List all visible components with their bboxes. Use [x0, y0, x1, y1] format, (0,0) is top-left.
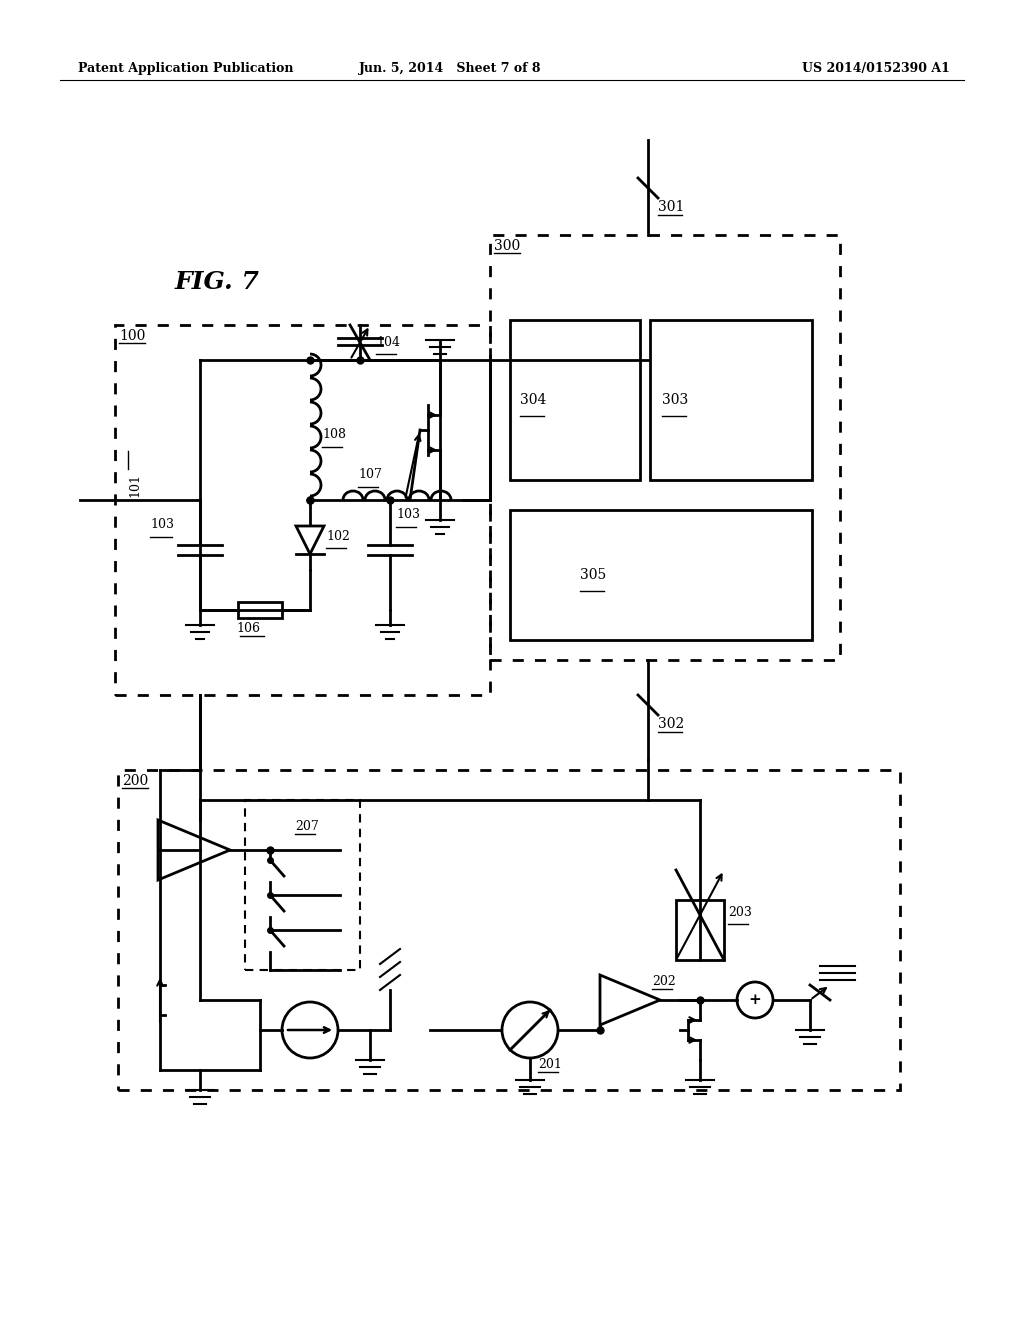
Bar: [490, 235, 840, 660]
Text: 101: 101: [128, 473, 141, 498]
Text: 108: 108: [322, 429, 346, 441]
Bar: [676, 900, 724, 960]
Bar: [238, 602, 282, 618]
Text: 104: 104: [376, 335, 400, 348]
Text: Patent Application Publication: Patent Application Publication: [78, 62, 294, 75]
Bar: [118, 770, 900, 1090]
Text: 200: 200: [122, 774, 148, 788]
Bar: [115, 325, 490, 696]
Text: 100: 100: [119, 329, 145, 343]
Bar: [510, 510, 812, 640]
Text: US 2014/0152390 A1: US 2014/0152390 A1: [802, 62, 950, 75]
Text: 107: 107: [358, 469, 382, 482]
Text: 305: 305: [580, 568, 606, 582]
Text: 106: 106: [236, 622, 260, 635]
Text: 301: 301: [658, 201, 684, 214]
Text: Jun. 5, 2014   Sheet 7 of 8: Jun. 5, 2014 Sheet 7 of 8: [358, 62, 542, 75]
Text: 203: 203: [728, 906, 752, 919]
Text: +: +: [749, 993, 762, 1007]
Text: 300: 300: [494, 239, 520, 253]
Text: 303: 303: [662, 393, 688, 407]
Text: 302: 302: [658, 717, 684, 731]
Text: FIG. 7: FIG. 7: [175, 271, 260, 294]
Bar: [245, 800, 360, 970]
Text: 304: 304: [520, 393, 547, 407]
Bar: [510, 319, 640, 480]
Text: 103: 103: [150, 519, 174, 532]
Text: 201: 201: [538, 1059, 562, 1071]
Text: 202: 202: [652, 975, 676, 987]
Text: 102: 102: [326, 531, 350, 544]
Text: 103: 103: [396, 508, 420, 521]
Text: 207: 207: [295, 820, 318, 833]
Bar: [650, 319, 812, 480]
